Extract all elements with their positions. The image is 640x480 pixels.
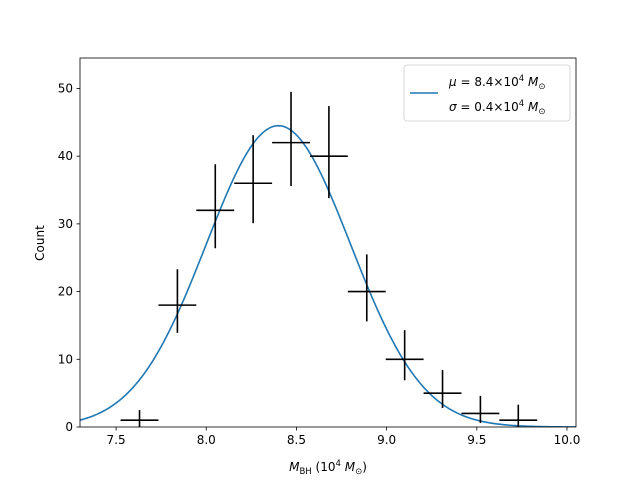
data-point-5 — [309, 106, 348, 199]
y-axis-label: Count — [33, 225, 47, 261]
y-tick-label: 10 — [58, 352, 73, 366]
data-point-8 — [423, 370, 462, 409]
data-point-4 — [272, 91, 310, 186]
data-point-10 — [499, 404, 538, 427]
x-tick-label: 8.0 — [197, 433, 216, 447]
y-tick-label: 0 — [65, 420, 73, 434]
legend: μ = 8.4×104 M⊙ σ = 0.4×104 M⊙ — [403, 64, 571, 122]
x-tick-label: 10.0 — [554, 433, 581, 447]
gaussian-fit-line — [80, 124, 576, 427]
data-point-0 — [120, 410, 159, 427]
data-point-2 — [196, 164, 235, 249]
x-axis-label: MBH (104 M⊙) — [289, 459, 367, 477]
plot-layer — [80, 91, 576, 427]
data-point-7 — [385, 330, 424, 381]
data-point-1 — [158, 269, 197, 333]
x-tick-label: 7.5 — [107, 433, 126, 447]
data-point-3 — [234, 135, 273, 224]
y-tick-label: 30 — [58, 217, 73, 231]
x-tick-label: 9.0 — [377, 433, 396, 447]
legend-sigma-text: σ = 0.4×104 M⊙ — [449, 99, 545, 117]
axes-frame — [79, 57, 577, 428]
data-point-6 — [347, 254, 386, 322]
legend-box — [403, 64, 571, 122]
legend-mu-text: μ = 8.4×104 M⊙ — [448, 74, 545, 92]
y-tick-label: 40 — [58, 149, 73, 163]
y-tick-label: 20 — [58, 285, 73, 299]
x-tick-label: 9.5 — [467, 433, 486, 447]
ticks-layer: 7.5 8.0 8.5 9.0 9.5 10.0 0 10 20 30 40 50 — [58, 81, 581, 447]
y-tick-label: 50 — [58, 81, 73, 95]
data-point-9 — [461, 395, 500, 423]
x-tick-label: 8.5 — [287, 433, 306, 447]
